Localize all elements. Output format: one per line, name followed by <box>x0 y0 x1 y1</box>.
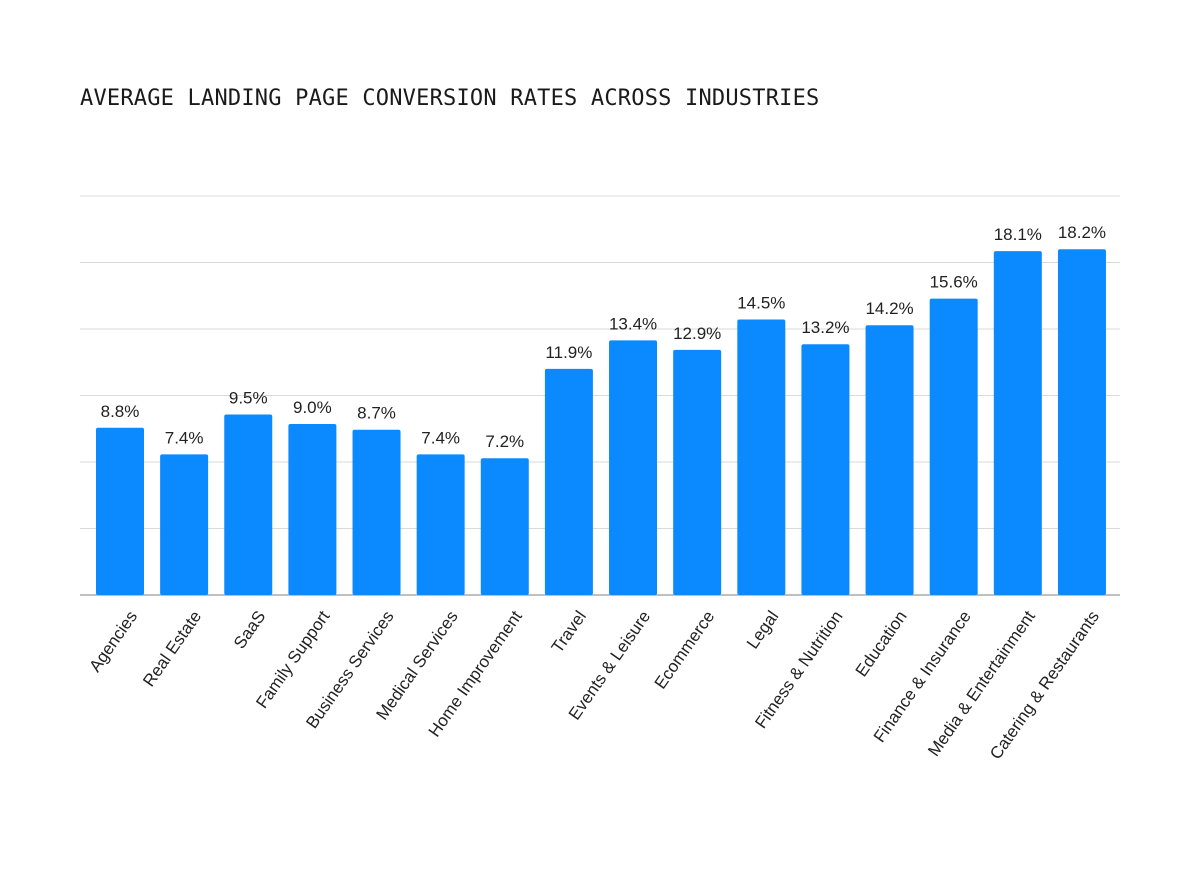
data-label-7: 11.9% <box>545 343 592 362</box>
bar-5 <box>416 454 465 595</box>
tick-label-12: Education <box>852 607 911 680</box>
data-labels: 8.8% 7.4% 9.5% 9.0% 8.7% 7.4% 7.2% 11.9% 13.4% 12… <box>101 223 1106 451</box>
bar-2 <box>224 414 273 595</box>
bar-12 <box>865 325 914 595</box>
bars <box>96 249 1106 595</box>
bar-10 <box>737 319 786 595</box>
data-label-9: 12.9% <box>673 324 721 343</box>
tick-label-14: Media & Entertainment <box>924 607 1039 760</box>
tick-label-10: Legal <box>743 607 782 652</box>
bar-4 <box>352 429 401 595</box>
bar-1 <box>160 454 209 595</box>
data-label-6: 7.2% <box>485 432 524 451</box>
data-label-0: 8.8% <box>101 402 140 421</box>
tick-label-15: Catering & Restaurants <box>986 607 1103 763</box>
tick-label-7: Travel <box>548 607 590 656</box>
data-label-2: 9.5% <box>229 389 268 408</box>
data-label-12: 14.2% <box>865 299 913 318</box>
bar-3 <box>288 424 337 595</box>
data-label-8: 13.4% <box>609 314 657 333</box>
bar-6 <box>480 458 529 595</box>
data-label-4: 8.7% <box>357 404 396 423</box>
data-label-13: 15.6% <box>930 273 978 292</box>
bar-0 <box>96 427 144 595</box>
bar-14 <box>993 251 1042 595</box>
bar-11 <box>801 344 850 595</box>
tick-label-0: Agencies <box>85 607 141 675</box>
data-label-15: 18.2% <box>1058 223 1106 242</box>
bar-15 <box>1057 249 1106 595</box>
data-label-11: 13.2% <box>801 318 849 337</box>
data-label-1: 7.4% <box>165 428 204 447</box>
bar-8 <box>609 340 658 595</box>
bar-9 <box>673 349 722 595</box>
data-label-10: 14.5% <box>737 294 785 313</box>
data-label-14: 18.1% <box>994 225 1042 244</box>
tick-label-2: SaaS <box>230 607 269 652</box>
data-label-5: 7.4% <box>421 428 460 447</box>
data-label-3: 9.0% <box>293 398 332 417</box>
bar-7 <box>544 368 593 595</box>
bar-13 <box>929 298 978 595</box>
tick-label-1: Real Estate <box>139 607 205 690</box>
chart-title: AVERAGE LANDING PAGE CONVERSION RATES AC… <box>80 86 820 111</box>
tick-label-9: Ecommerce <box>651 607 719 692</box>
